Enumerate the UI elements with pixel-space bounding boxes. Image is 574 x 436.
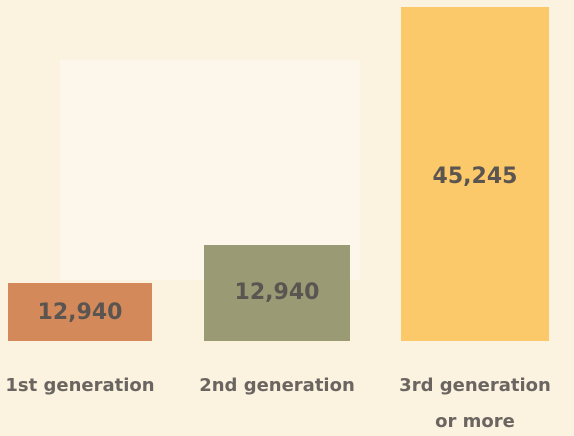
- bar: [401, 7, 549, 341]
- category-label: 3rd generation: [399, 375, 551, 396]
- bar: [204, 245, 350, 341]
- bar-label: 12,940: [38, 300, 123, 325]
- bar: [8, 283, 152, 341]
- bar-label: 45,245: [433, 164, 518, 189]
- bar-label: 12,940: [235, 280, 320, 305]
- category-label: 2nd generation: [199, 375, 355, 396]
- category-label: or more: [435, 411, 515, 432]
- category-label: 1st generation: [5, 375, 154, 396]
- background-glow: [60, 60, 360, 280]
